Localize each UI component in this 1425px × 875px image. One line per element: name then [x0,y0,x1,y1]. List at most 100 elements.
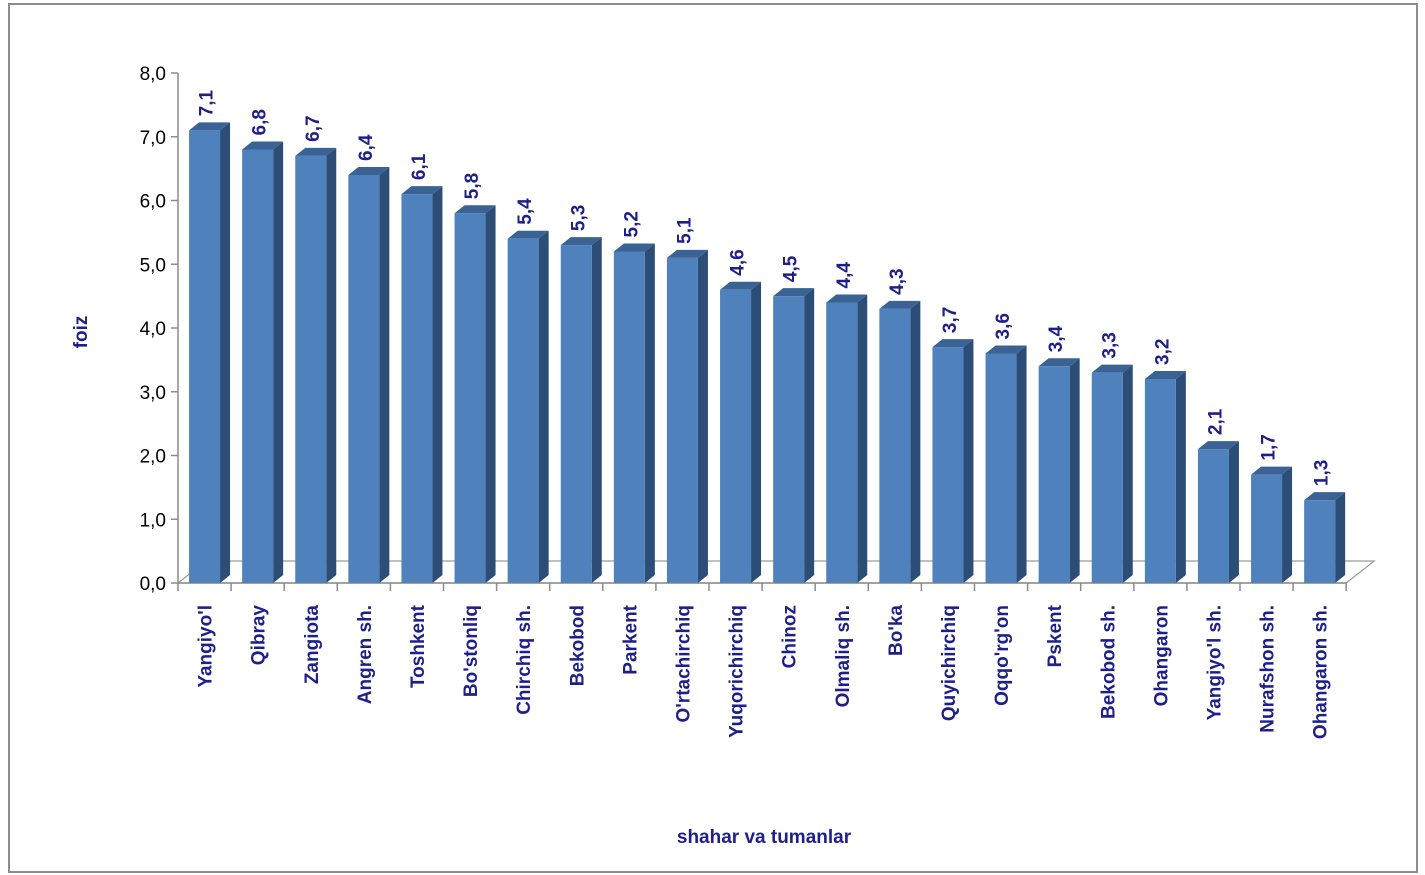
bar-front [507,238,539,583]
bar [666,249,708,583]
bar [295,147,337,583]
bar [1144,371,1186,583]
bar-front [189,130,221,583]
bar [401,186,443,583]
bar [242,141,284,583]
bar-side [485,205,496,583]
data-label: 4,3 [887,268,908,294]
bar-top [1304,492,1346,501]
bar-front [348,175,380,583]
category-label: Bo'stonliq [461,605,482,697]
category-label: Quyichirchiq [939,605,960,721]
data-label: 5,1 [674,217,695,244]
category-label: Ohangaron sh. [1311,605,1332,739]
data-label: 6,1 [409,153,430,180]
bar-side [804,288,815,583]
bar [348,167,390,583]
bar-front [401,194,433,583]
labels: 0,0 1,0 2,0 3,0 4,0 5,0 6,0 7,0 8,0 7,1 Yangiyo'l 6… [140,64,1333,739]
data-label: 6,4 [356,134,377,161]
bar-top [773,288,815,297]
y-tick-label: 4,0 [140,319,166,340]
data-label: 3,3 [1099,332,1120,358]
bar-front [985,353,1017,583]
y-tick-label: 2,0 [140,447,166,468]
bar-front [720,289,752,583]
bar-side [432,186,443,583]
category-label: Toshkent [408,604,429,688]
data-label: 1,3 [1312,460,1333,486]
bar-front [1197,449,1229,583]
bar [1304,492,1346,583]
bar-top [879,300,921,309]
data-label: 5,3 [568,205,589,231]
bar-side [697,249,708,583]
category-label: Zangiota [302,605,323,685]
bar [613,243,655,583]
data-label: 4,4 [834,262,855,289]
data-label: 1,7 [1259,434,1280,460]
category-label: Nurafshon sh. [1258,605,1279,733]
bar-top [826,294,868,303]
data-label: 2,1 [1205,408,1226,435]
category-label: Chinoz [780,605,801,668]
bar-front [560,245,592,583]
bar-front [454,213,486,583]
bar-top [401,186,443,195]
data-label: 6,7 [303,115,324,141]
category-label: Ohangaron [1151,605,1172,706]
y-tick-label: 8,0 [140,64,166,85]
bar-top [932,339,974,348]
bar-side [591,237,602,583]
bar-side [910,300,921,583]
bar-top [1038,358,1080,367]
bar-side [379,167,390,583]
bar [189,122,231,583]
bar-front [613,251,645,583]
bar-front [932,347,964,583]
bar-top [189,122,231,131]
bar-side [1175,371,1186,583]
data-label: 3,6 [993,313,1014,339]
category-label: Qibray [249,605,270,666]
data-label: 3,7 [940,307,961,333]
bar-side [1282,466,1293,583]
bar-side [963,339,974,583]
bar-front [1304,500,1336,583]
bar-side [220,122,231,583]
bar-front [1251,474,1283,583]
y-tick-label: 1,0 [140,510,166,531]
bar-side [273,141,284,583]
bar-side [538,230,549,583]
bar-side [1335,492,1346,583]
bar-top [1091,364,1133,373]
data-label: 5,4 [515,198,536,225]
bar-front [879,308,911,583]
bar-side [644,243,655,583]
category-label: Bekobod sh. [1098,605,1119,719]
x-axis-title: shahar va tumanlar [677,827,852,848]
bar [932,339,974,583]
bar-front [666,257,698,583]
bar [1197,441,1239,583]
data-label: 3,2 [1152,339,1173,365]
bar [507,230,549,583]
bar-side [326,147,337,583]
y-tick-label: 7,0 [140,128,166,149]
bar-side [857,294,868,583]
bar-top [1197,441,1239,450]
bar-top [295,147,337,156]
data-label: 4,5 [781,255,802,282]
bar-front [826,302,858,583]
category-label: Chirchiq sh. [514,605,535,715]
y-axis-title: foiz [71,316,92,349]
bar-top [454,205,496,214]
category-label: Angren sh. [355,605,376,704]
bar-side [1069,358,1080,583]
bar-top [985,345,1027,354]
bar-front [242,149,274,583]
bar [1038,358,1080,583]
bar-top [348,167,390,175]
bar-top [560,237,602,246]
